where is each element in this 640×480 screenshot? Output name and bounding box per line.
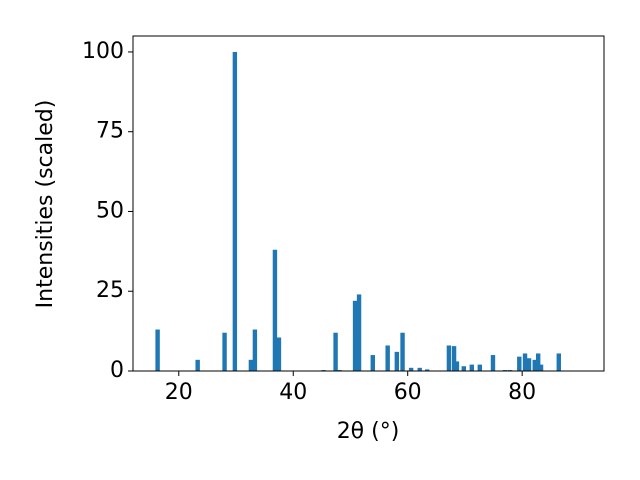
bar <box>333 332 338 371</box>
bar <box>490 355 496 371</box>
bar <box>408 367 414 371</box>
y-axis-label: Intensities (scaled) <box>33 100 58 309</box>
x-tick-label: 40 <box>279 380 307 405</box>
x-axis-label: 2θ (°) <box>337 419 400 444</box>
bar <box>477 364 483 371</box>
bar <box>370 355 375 371</box>
bar <box>354 337 359 371</box>
bar <box>424 369 430 371</box>
bar <box>469 364 474 371</box>
bar <box>556 353 561 371</box>
y-tick-label: 25 <box>96 278 124 303</box>
bar <box>356 294 362 371</box>
x-tick-label: 60 <box>394 380 422 405</box>
bar <box>517 356 522 371</box>
plot-frame <box>132 35 605 372</box>
bar <box>522 353 528 371</box>
bar <box>276 337 282 371</box>
bar <box>252 329 258 371</box>
bar <box>461 366 466 371</box>
y-tick-label: 75 <box>96 119 124 144</box>
bar <box>385 345 390 371</box>
bar <box>394 351 400 371</box>
bar <box>195 359 200 371</box>
bar <box>538 364 544 371</box>
bar <box>526 358 532 371</box>
bar <box>222 332 227 371</box>
y-tick-label: 100 <box>82 39 124 64</box>
bar <box>400 332 405 371</box>
bar <box>535 353 541 371</box>
bar <box>352 300 358 371</box>
x-tick-label: 80 <box>508 380 536 405</box>
bar <box>454 361 460 371</box>
y-tick-label: 50 <box>96 198 124 223</box>
bar <box>232 51 238 371</box>
bar <box>446 345 452 371</box>
y-tick-label: 0 <box>110 358 124 383</box>
bar <box>417 367 422 371</box>
bar <box>155 329 160 371</box>
bar <box>451 346 457 371</box>
bar <box>248 359 254 371</box>
x-tick-label: 20 <box>165 380 193 405</box>
bar <box>532 359 537 371</box>
bar <box>272 249 278 371</box>
